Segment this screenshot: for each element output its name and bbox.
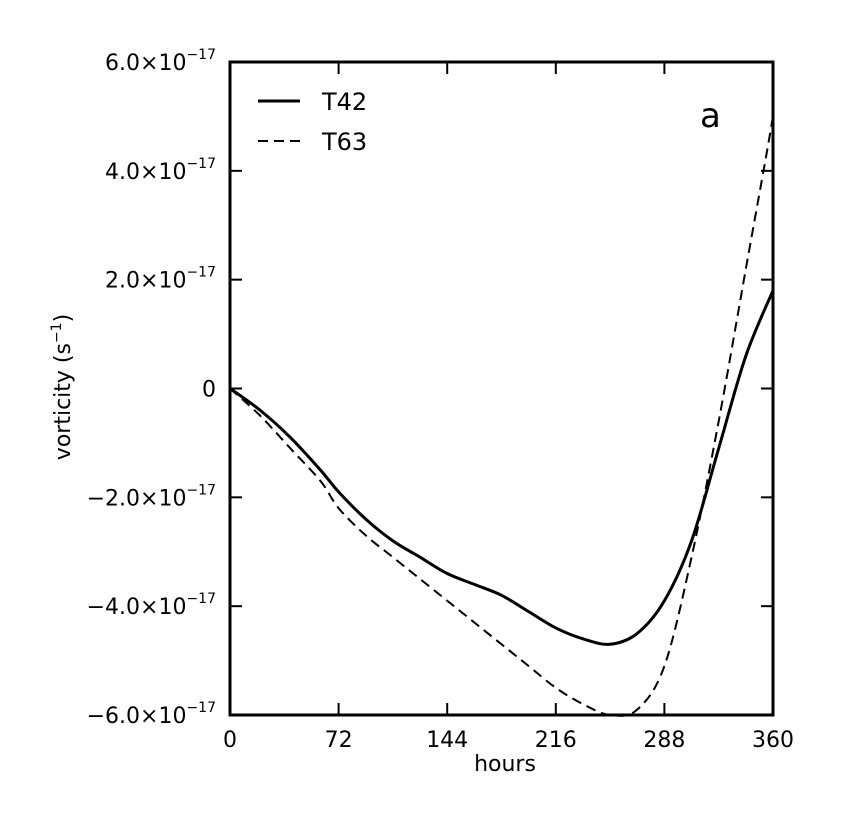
x-axis-title: hours: [474, 752, 536, 777]
plot-frame: [228, 60, 775, 717]
x-tick-label: 360: [752, 728, 794, 753]
y-tick-label: 6.0×10−17: [105, 47, 216, 76]
y-tick-label: −6.0×10−17: [87, 700, 216, 729]
x-axis-ticks: 0 72 144 216 288 360: [223, 62, 794, 753]
x-tick-label: 288: [643, 728, 685, 753]
y-axis-ticks: 6.0×10−17 4.0×10−17 2.0×10−17 0 −2.0×10−17 −4…: [87, 47, 773, 729]
y-axis-title-exponent: −1: [49, 322, 65, 343]
x-tick-label: 72: [325, 728, 353, 753]
y-tick-label: 0: [202, 378, 216, 403]
y-tick-label: −2.0×10−17: [87, 482, 216, 511]
legend-label-t63: T63: [321, 128, 367, 156]
y-tick-label: 2.0×10−17: [105, 265, 216, 294]
x-tick-label: 144: [426, 728, 468, 753]
legend-label-t42: T42: [321, 88, 367, 116]
series-line-t63: [229, 116, 774, 717]
y-axis-title: vorticity (s−1): [49, 314, 76, 460]
legend: T42 T63: [258, 88, 367, 156]
panel-label: a: [700, 96, 721, 136]
y-axis-title-text: vorticity (s: [51, 343, 76, 460]
x-tick-label: 0: [223, 728, 237, 753]
y-axis-title-close: ): [51, 314, 76, 323]
y-tick-label: 4.0×10−17: [105, 156, 216, 185]
x-tick-label: 216: [535, 728, 577, 753]
y-tick-label: −4.0×10−17: [87, 591, 216, 620]
series-line-t42: [229, 289, 775, 646]
series-layer: [229, 116, 775, 717]
